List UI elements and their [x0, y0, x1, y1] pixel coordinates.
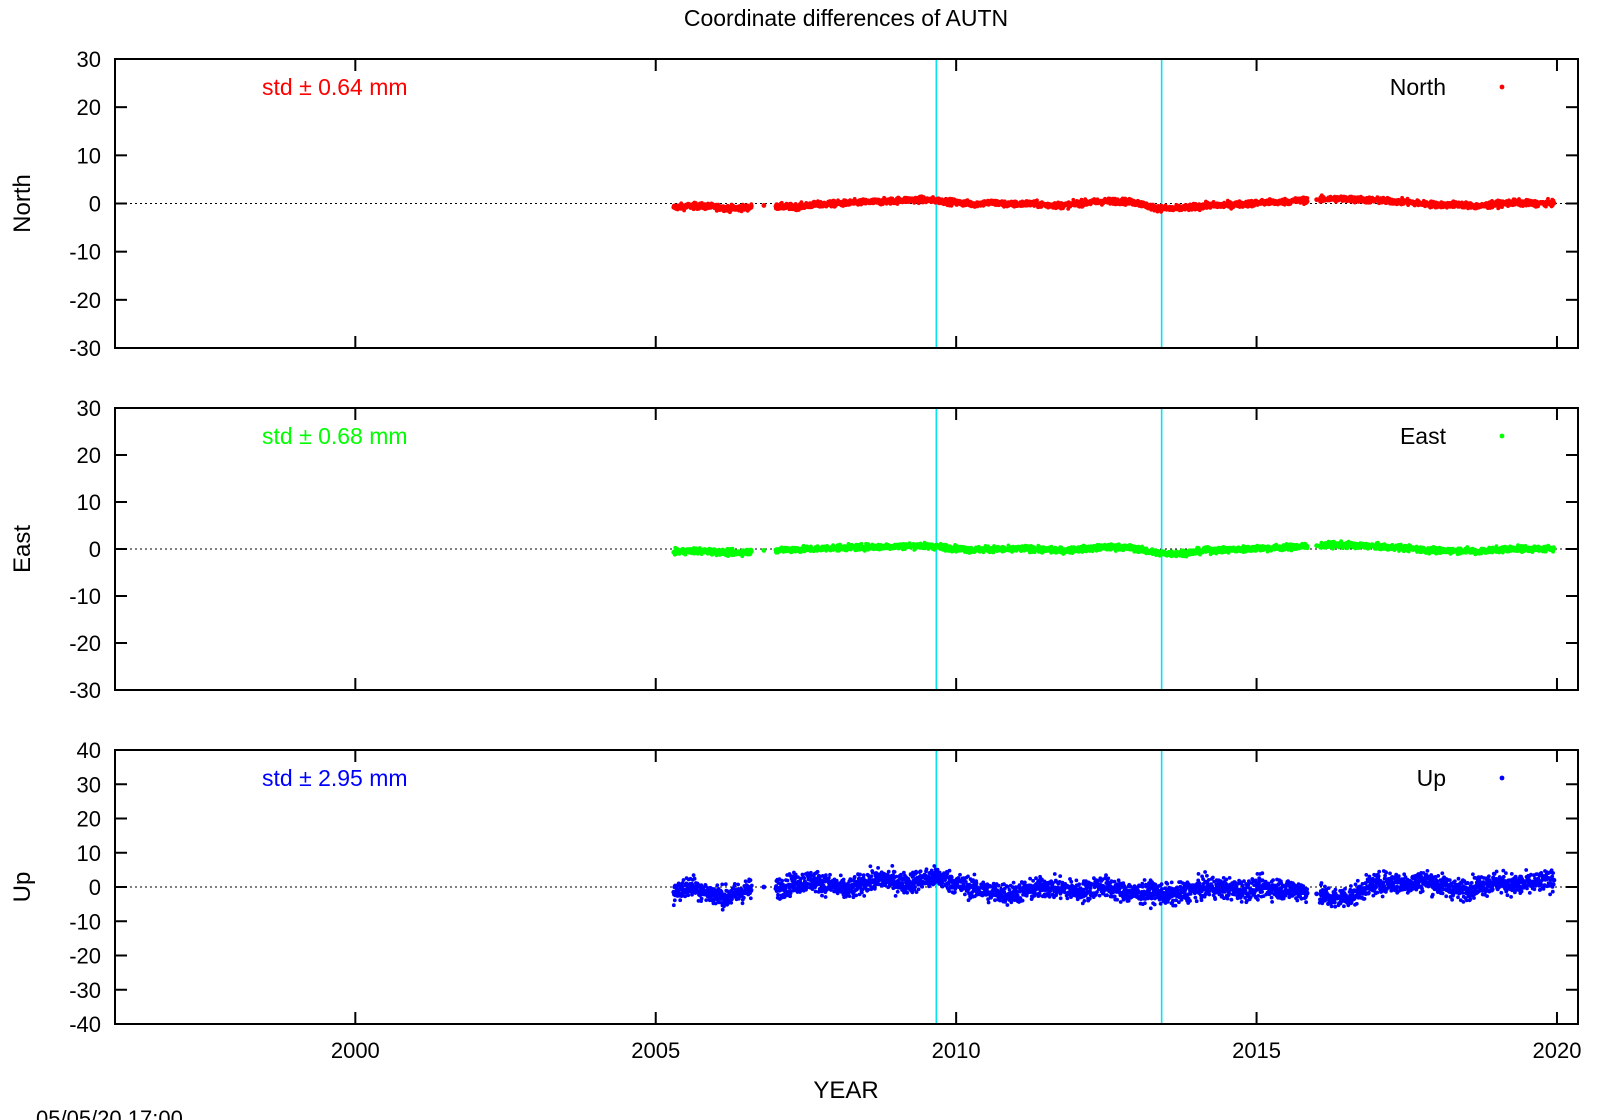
north-data-point: [1242, 201, 1247, 207]
north-data-point: [1422, 201, 1428, 207]
panel-north: 30 20 10 0 -10 -20 -30 North std ± 0.64 mm North: [9, 47, 1579, 361]
north-data-point: [1404, 199, 1410, 205]
north-data-point: [809, 202, 815, 208]
north-ytick-label: -20: [69, 288, 101, 313]
north-data-point: [1350, 196, 1356, 202]
north-data-point: [1386, 198, 1392, 204]
north-data-point: [1314, 197, 1320, 203]
north-data-point: [1224, 202, 1229, 208]
north-cloud-point: [779, 200, 784, 205]
north-data-point: [761, 203, 767, 208]
north-data-point: [1368, 197, 1374, 203]
north-data-point: [1296, 198, 1302, 204]
north-data-point: [953, 200, 959, 205]
north-cloud-point: [1305, 199, 1310, 204]
north-y-axis-title: North: [9, 174, 36, 233]
north-ytick-label: 30: [77, 47, 101, 72]
north-data-point: [917, 197, 923, 203]
north-cloud-point: [749, 204, 754, 208]
north-legend-marker: [1499, 84, 1505, 90]
north-std-label: std ± 0.64 mm: [262, 74, 408, 100]
north-data-point: [881, 199, 887, 204]
north-data-point: [971, 201, 977, 207]
north-data-point: [707, 203, 713, 209]
north-data-point: [1007, 202, 1013, 207]
north-ytick-label: -30: [69, 336, 101, 361]
north-data-point: [1025, 201, 1031, 206]
north-data-point: [1206, 203, 1211, 208]
north-data-point: [863, 199, 869, 205]
north-data-point: [935, 198, 941, 204]
north-data-point: [743, 205, 749, 211]
north-data-point: [1079, 200, 1085, 206]
north-data-point: [899, 197, 905, 203]
north-ytick-label: -10: [69, 240, 101, 265]
north-ytick-label: 20: [77, 95, 101, 120]
north-data-point: [1458, 202, 1464, 207]
north-data-point: [1440, 202, 1446, 208]
north-data-point: [1494, 201, 1500, 207]
north-data-point: [725, 205, 731, 211]
north-data-point: [1512, 200, 1518, 205]
north-cloud-point: [1035, 198, 1039, 203]
north-data-point: [845, 200, 851, 206]
north-data-point: [1530, 201, 1536, 206]
north-data-point: [1061, 203, 1067, 208]
north-data-point: [989, 200, 995, 205]
north-data-point: [1188, 204, 1193, 210]
east-cloud-point: [749, 549, 754, 554]
north-data-point: [671, 204, 677, 210]
north-data-point: [1476, 203, 1482, 209]
north-data-point: [1260, 200, 1265, 205]
north-data-point: [1152, 205, 1157, 211]
north-data-point: [1170, 206, 1175, 212]
north-legend-label: North: [1390, 74, 1446, 100]
north-data-point: [773, 203, 779, 209]
north-cloud-point: [682, 208, 686, 213]
north-data-point: [791, 204, 797, 210]
north-data-point: [1097, 199, 1103, 204]
chart-title: Coordinate differences of AUTN: [684, 5, 1008, 31]
north-data-point: [1551, 200, 1557, 206]
north-data-point: [1133, 200, 1139, 205]
north-data-point: [1278, 199, 1283, 205]
north-data-point: [1332, 196, 1338, 202]
north-data-point: [1115, 198, 1121, 204]
north-ytick-label: 0: [89, 192, 101, 217]
north-data-point: [689, 203, 695, 209]
north-ytick-label: 10: [77, 143, 101, 168]
north-data-point: [1043, 202, 1049, 208]
north-data-point: [827, 201, 833, 207]
